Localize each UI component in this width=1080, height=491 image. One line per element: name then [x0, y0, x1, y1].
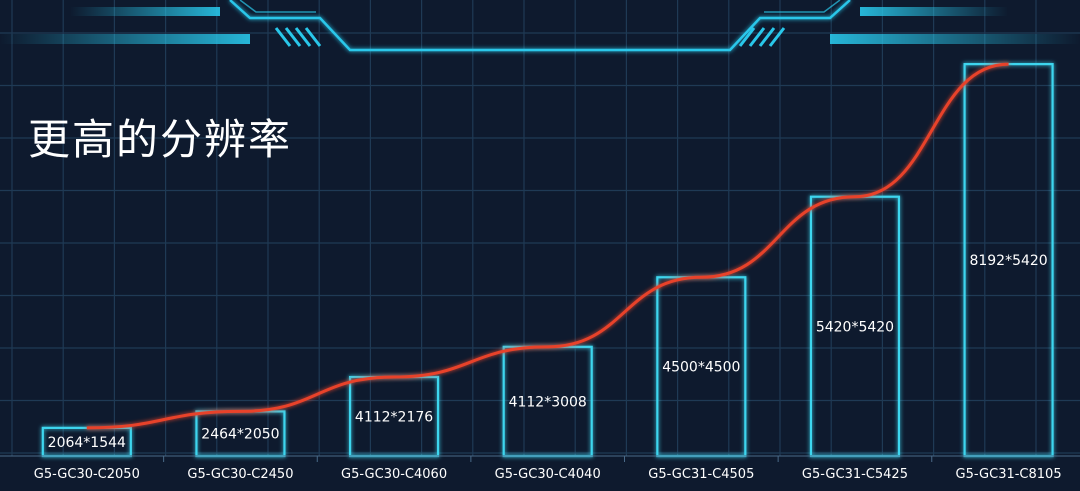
x-tick-label: G5-GC30-C2450 — [187, 467, 293, 482]
x-tick-label: G5-GC31-C4505 — [648, 467, 754, 482]
bar-value-label: 4112*3008 — [509, 394, 587, 410]
x-axis: G5-GC30-C2050 G5-GC30-C2450 G5-GC30-C4060 G… — [0, 455, 1080, 482]
x-tick-label: G5-GC31-C8105 — [956, 467, 1062, 482]
bar-value-label: 2464*2050 — [201, 427, 279, 443]
chart-title: 更高的分辨率 — [28, 115, 293, 164]
x-tick-label: G5-GC30-C4040 — [495, 467, 601, 482]
grid-lines — [0, 0, 1080, 456]
bar-value-label: 2064*1544 — [48, 435, 126, 451]
x-tick-label: G5-GC31-C5425 — [802, 467, 908, 482]
hud-frame-decoration — [0, 0, 1080, 52]
bar-value-label: 8192*5420 — [969, 253, 1047, 269]
x-tick-label: G5-GC30-C4060 — [341, 467, 447, 482]
bar-value-label: 4500*4500 — [662, 360, 740, 376]
bar-value-label: 5420*5420 — [816, 319, 894, 335]
trend-line-layer — [86, 62, 1009, 430]
trend-line — [86, 62, 1009, 430]
x-tick-label: G5-GC30-C2050 — [34, 467, 140, 482]
bar-value-label: 4112*2176 — [355, 410, 433, 426]
